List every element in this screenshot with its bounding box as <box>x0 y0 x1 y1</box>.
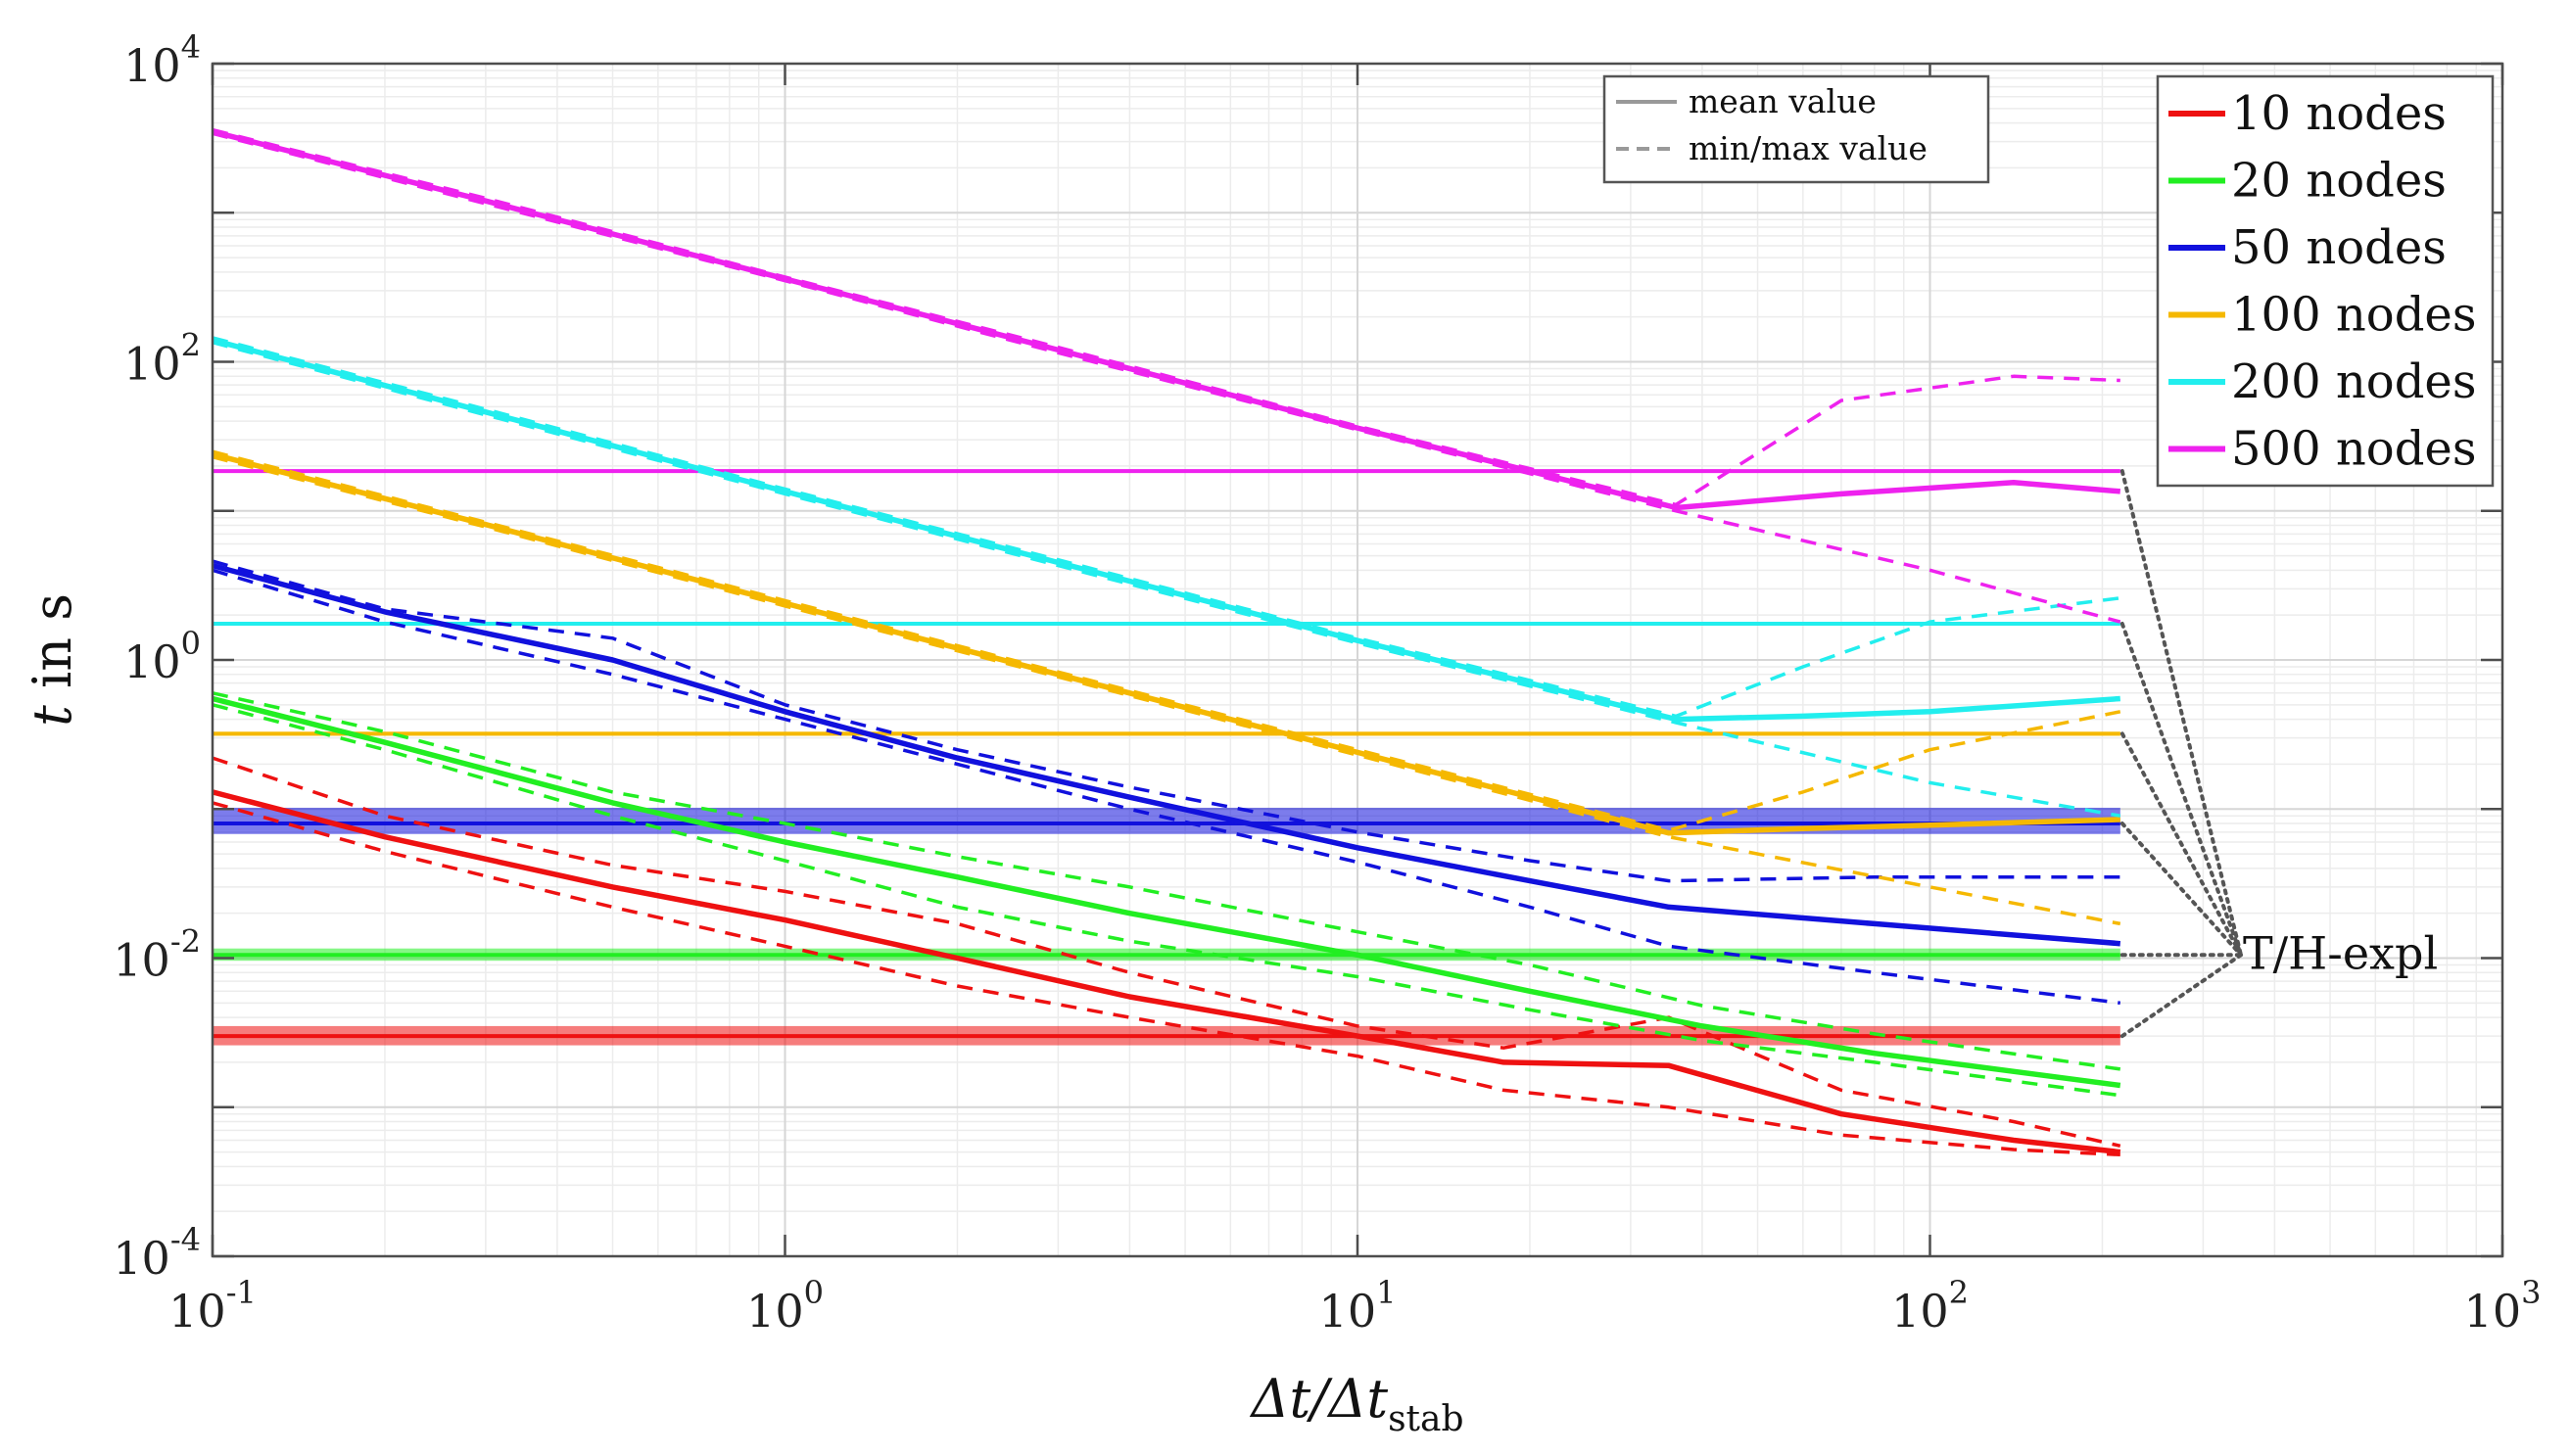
y-tick-label: 10-2 <box>113 923 201 987</box>
legend-label-20-nodes: 20 nodes <box>2231 154 2447 209</box>
series-legend: 10 nodes 20 nodes 50 nodes 100 nodes 200 nod… <box>2156 74 2495 488</box>
series-legend-box <box>2156 74 2495 488</box>
line-style-label-dashed: min/max value <box>1689 129 1928 167</box>
connector-200-nodes <box>2119 621 2243 958</box>
mean-line-10-nodes <box>212 789 2121 1155</box>
y-tick-label: 104 <box>123 28 201 92</box>
connector-500-nodes <box>2119 469 2243 958</box>
series-lines <box>212 127 2121 1157</box>
explicit-bands <box>213 469 2120 1046</box>
y-tick-base: 10 <box>123 635 181 688</box>
x-tick-label: 101 <box>1319 1274 1397 1338</box>
min-line-100-nodes <box>212 455 2121 926</box>
mean-line-500-nodes <box>212 128 2121 511</box>
x-axis-title: Δt/Δtstab <box>1249 1368 1463 1439</box>
annotation-connectors <box>2119 469 2243 1039</box>
mean-line-100-nodes <box>212 451 2120 836</box>
x-axis-title-sub: stab <box>1388 1399 1463 1439</box>
x-tick-label: 102 <box>1891 1274 1969 1338</box>
y-tick-exponent: -2 <box>170 923 201 961</box>
x-tick-base: 10 <box>746 1285 804 1338</box>
x-tick-exponent: 0 <box>804 1274 824 1311</box>
y-tick-label: 10-4 <box>113 1221 201 1285</box>
y-tick-exponent: 0 <box>181 625 201 662</box>
max-line-50-nodes <box>212 559 2120 883</box>
x-tick-exponent: -1 <box>226 1274 257 1311</box>
legend-label-10-nodes: 10 nodes <box>2231 86 2447 141</box>
y-tick-exponent: 4 <box>181 28 201 66</box>
legend-label-200-nodes: 200 nodes <box>2231 354 2476 409</box>
axis-titles: Δt/Δtstab t in s <box>22 593 1464 1439</box>
legend-label-100-nodes: 100 nodes <box>2231 288 2476 343</box>
connector-50-nodes <box>2119 822 2243 958</box>
x-tick-base: 10 <box>168 1285 226 1338</box>
axes-frame <box>211 62 2504 1258</box>
legend-label-50-nodes: 50 nodes <box>2231 220 2447 275</box>
annotation: T/H-expl <box>2243 926 2438 979</box>
x-tick-labels: 10-1 100 101 102 103 <box>168 1274 2541 1338</box>
x-tick-base: 10 <box>1319 1285 1377 1338</box>
y-axis-title-var: t <box>22 705 83 727</box>
y-tick-label: 100 <box>123 625 201 688</box>
legend-label-500-nodes: 500 nodes <box>2231 422 2476 477</box>
x-axis-title-main: Δt/Δt <box>1249 1368 1388 1430</box>
x-tick-label: 103 <box>2464 1274 2542 1338</box>
y-tick-base: 10 <box>113 1232 170 1285</box>
x-tick-base: 10 <box>2464 1285 2522 1338</box>
y-tick-base: 10 <box>123 338 181 391</box>
y-axis-title-rest: in s <box>22 593 83 705</box>
mean-line-20-nodes <box>212 695 2121 1089</box>
x-tick-exponent: 3 <box>2521 1274 2541 1311</box>
line-style-legend-box <box>1602 74 1990 184</box>
y-tick-exponent: -4 <box>170 1221 201 1258</box>
x-tick-exponent: 1 <box>1376 1274 1396 1311</box>
y-tick-base: 10 <box>113 934 170 987</box>
x-tick-label: 100 <box>746 1274 824 1338</box>
min-line-200-nodes <box>212 341 2121 818</box>
annotation-label: T/H-expl <box>2243 926 2438 979</box>
x-tick-label: 10-1 <box>168 1274 257 1338</box>
connector-100-nodes <box>2119 731 2243 958</box>
y-tick-exponent: 2 <box>181 327 201 364</box>
min-line-50-nodes <box>212 568 2121 1006</box>
max-line-20-nodes <box>212 691 2121 1071</box>
min-line-10-nodes <box>212 801 2120 1157</box>
mean-line-50-nodes <box>212 562 2121 947</box>
y-axis-title: t in s <box>22 593 83 727</box>
max-line-10-nodes <box>212 756 2121 1149</box>
min-line-500-nodes <box>212 131 2121 624</box>
connector-10-nodes <box>2119 953 2243 1039</box>
mean-line-200-nodes <box>212 337 2120 723</box>
line-style-label-solid: mean value <box>1689 82 1877 120</box>
y-tick-label: 102 <box>123 327 201 391</box>
line-style-legend: mean value min/max value <box>1602 74 1990 184</box>
x-tick-base: 10 <box>1891 1285 1949 1338</box>
y-tick-base: 10 <box>123 39 181 92</box>
x-tick-exponent: 2 <box>1949 1274 1969 1311</box>
